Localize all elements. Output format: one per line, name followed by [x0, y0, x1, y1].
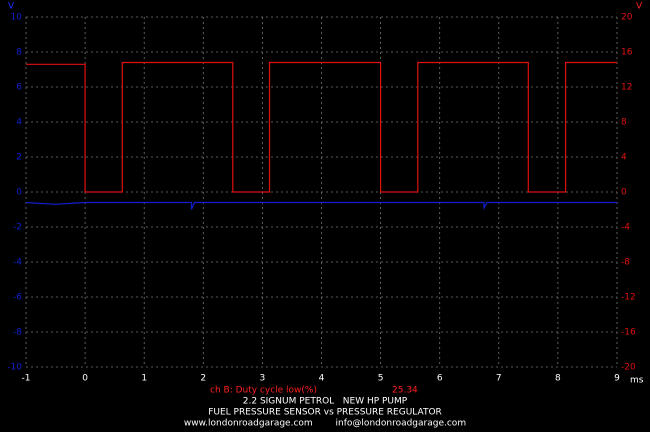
series-line [26, 61, 617, 193]
y-tick-label: 6 [16, 83, 22, 93]
y2-tick-label: 8 [621, 118, 627, 128]
y-tick-label: 8 [16, 48, 22, 58]
x-axis-unit: ms [630, 376, 644, 386]
measurement-value: 25.34 [392, 386, 418, 396]
y-axis-unit: V [8, 2, 15, 12]
y-tick-label: 2 [16, 153, 22, 163]
x-tick-label: 9 [614, 374, 620, 384]
y2-tick-label: -4 [621, 223, 630, 233]
x-tick-label: 8 [555, 374, 561, 384]
y-tick-label: 4 [16, 118, 22, 128]
y-tick-label: -2 [13, 223, 22, 233]
x-tick-label: 2 [200, 374, 206, 384]
x-tick-label: 4 [319, 374, 325, 384]
x-tick-label: 6 [437, 374, 443, 384]
x-tick-label: 3 [260, 374, 266, 384]
series-line [25, 201, 617, 211]
x-tick-label: 0 [82, 374, 88, 384]
caption: FUEL PRESSURE SENSOR vs PRESSURE REGULAT… [208, 408, 442, 418]
x-tick-label: -1 [22, 374, 31, 384]
y-tick-label: 0 [16, 188, 22, 198]
y2-tick-label: 16 [621, 48, 633, 58]
caption: www.londonroadgarage.com info@londonroad… [184, 419, 466, 429]
y2-tick-label: -20 [621, 363, 636, 373]
y2-tick-label: 12 [621, 83, 632, 93]
y2-tick-label: -8 [621, 258, 630, 268]
x-tick-label: 5 [378, 374, 384, 384]
y2-tick-label: 20 [621, 13, 633, 23]
caption: 2.2 SIGNUM PETROL NEW HP PUMP [243, 397, 408, 407]
x-tick-label: 1 [141, 374, 147, 384]
y2-tick-label: 0 [621, 188, 627, 198]
y2-tick-label: -12 [621, 293, 636, 303]
y-tick-label: -4 [13, 258, 22, 268]
y2-tick-label: 4 [621, 153, 627, 163]
y-tick-label: -6 [13, 293, 22, 303]
measurement-label: ch B: Duty cycle low(%) [210, 386, 317, 396]
y-tick-label: 10 [11, 13, 23, 23]
x-tick-label: 7 [496, 374, 502, 384]
y-tick-label: -10 [7, 363, 22, 373]
y2-tick-label: -16 [621, 328, 636, 338]
y2-axis-unit: V [636, 2, 643, 12]
y-tick-label: -8 [13, 328, 22, 338]
